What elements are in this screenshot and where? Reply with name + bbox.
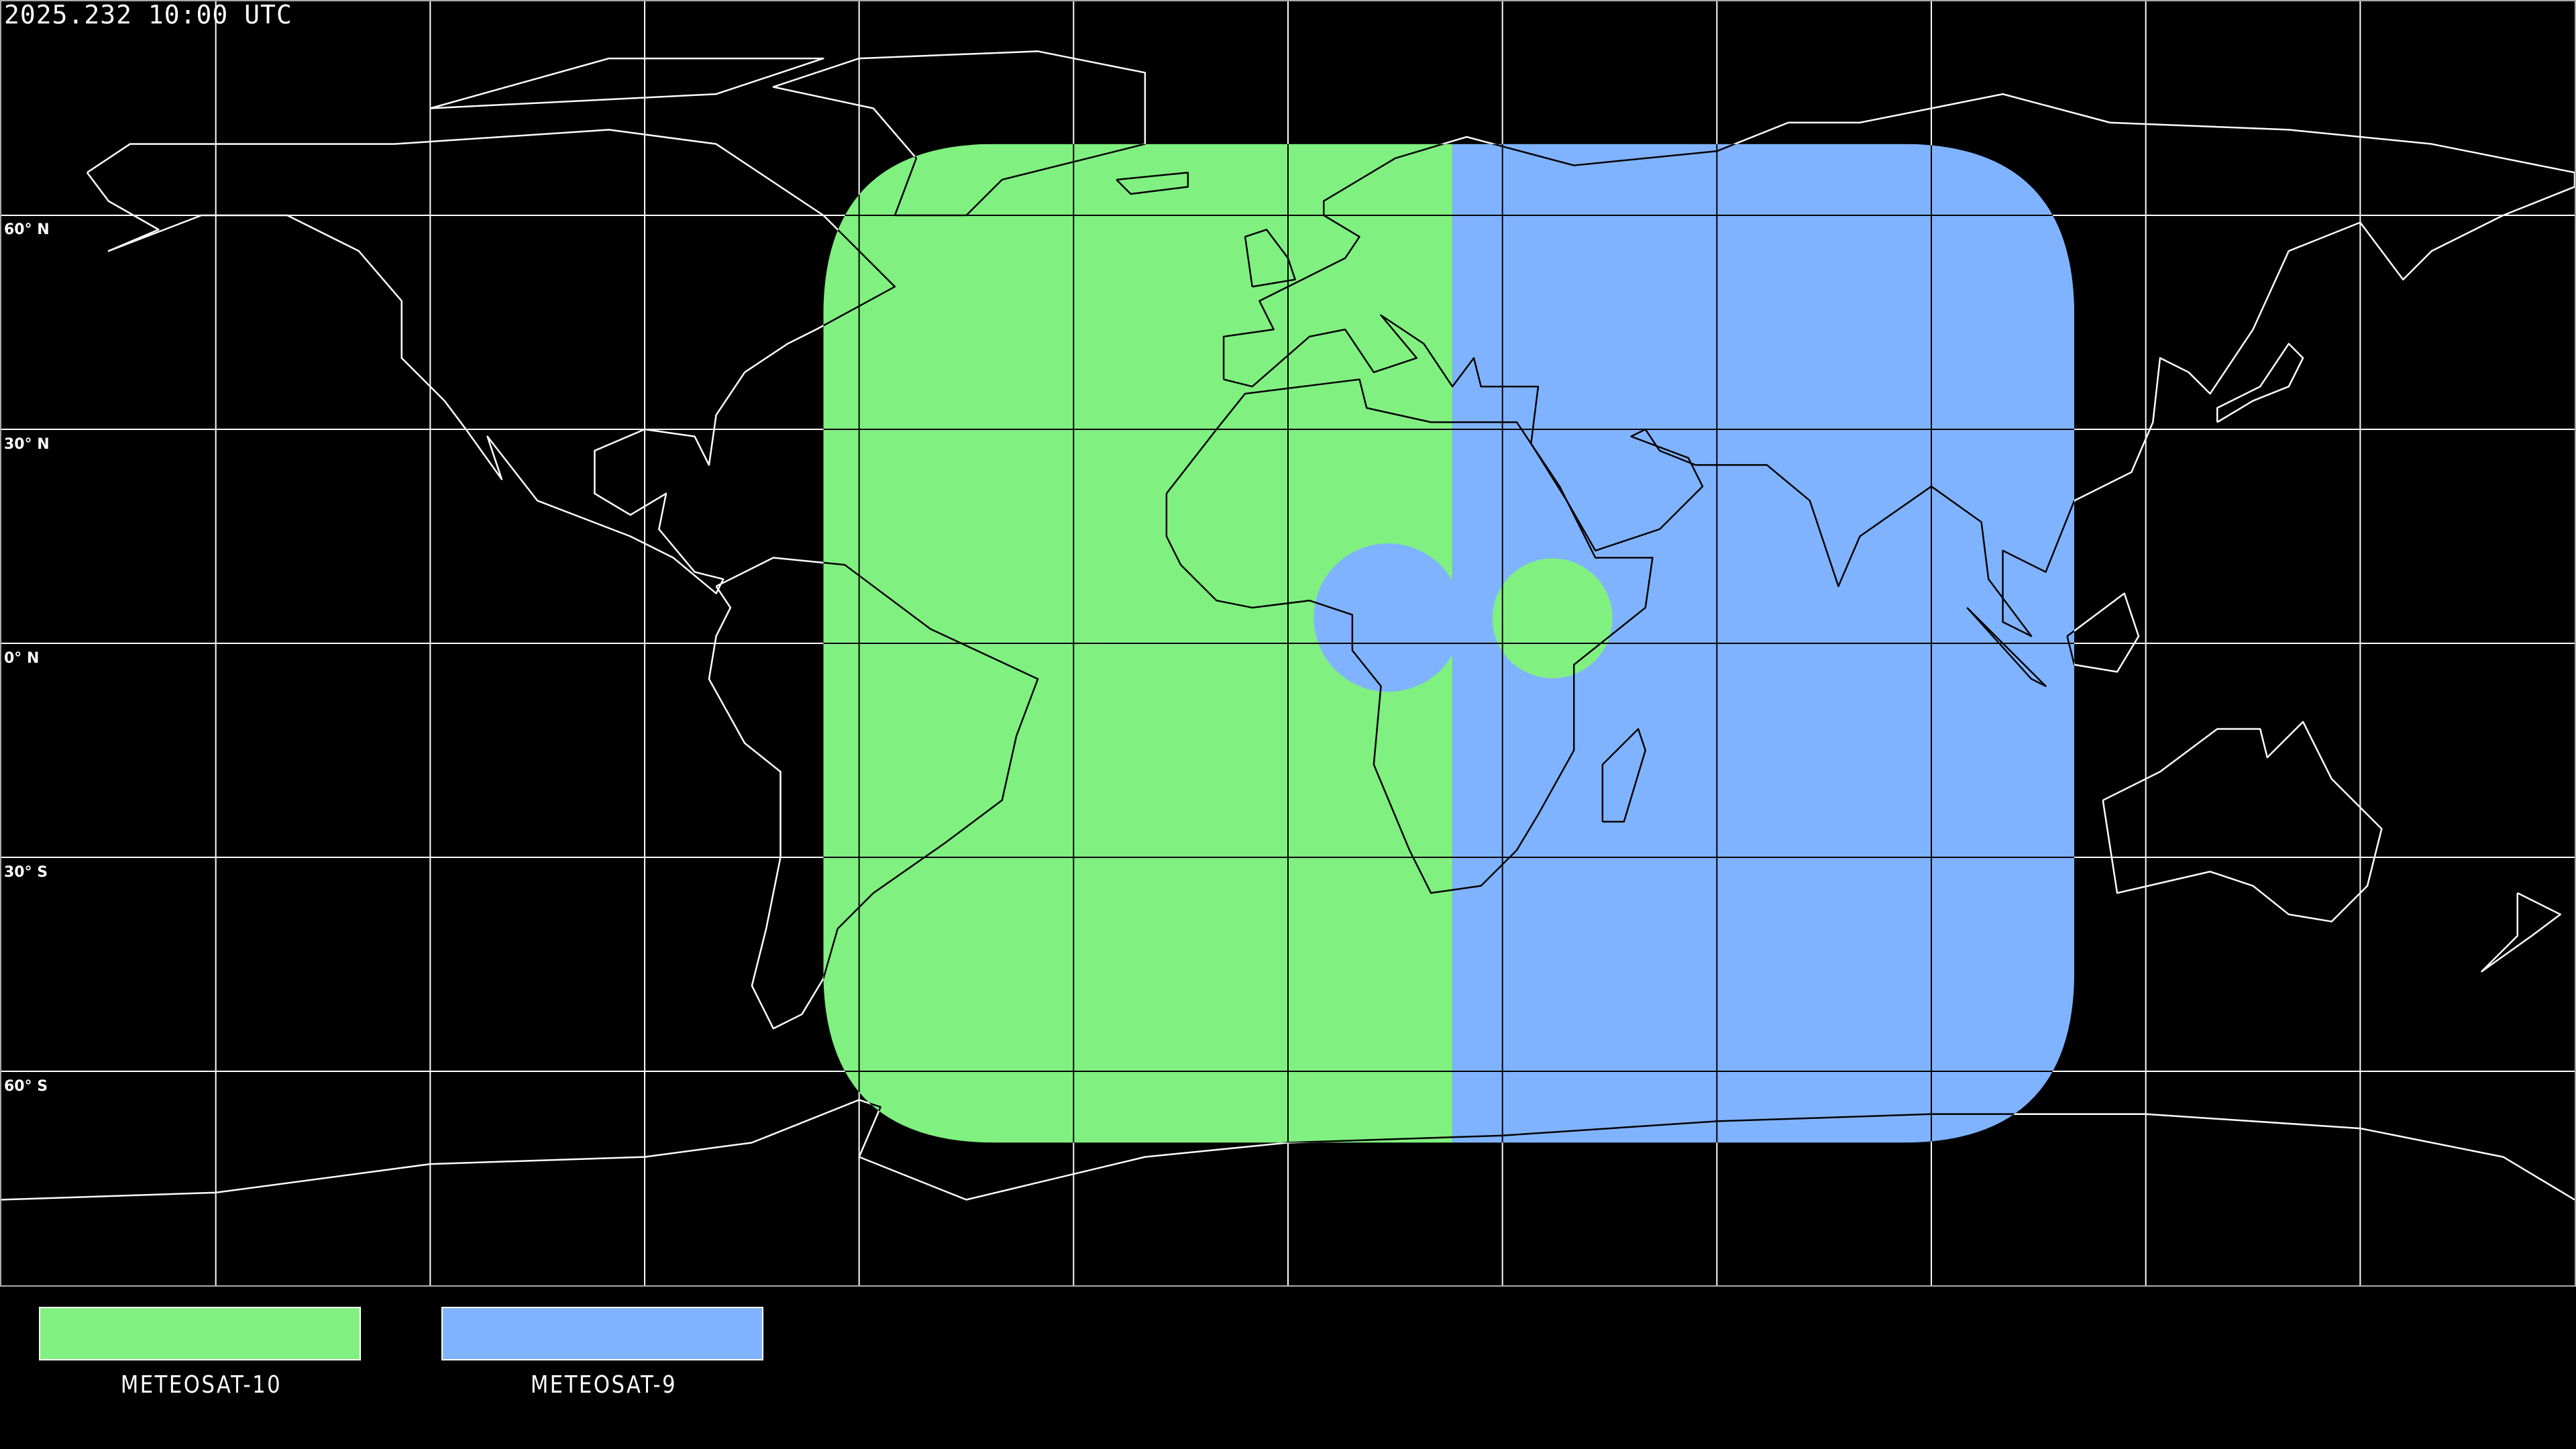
overlap-circle-meteosat-9 <box>1313 543 1462 692</box>
coastline-greenland <box>773 51 1145 215</box>
lat-label-0n: 0° N <box>4 650 40 667</box>
coverage-map <box>0 0 2576 1287</box>
coastline-new-zealand <box>2481 893 2560 971</box>
coastline-borneo <box>2067 594 2139 672</box>
coastline-britain <box>1245 229 1295 286</box>
map-canvas <box>1 1 2575 1285</box>
legend-label: METEOSAT-9 <box>530 1371 678 1399</box>
lat-label-30n: 30° N <box>4 436 50 453</box>
coastline-borneo <box>2067 594 2139 672</box>
coastline-madagascar <box>1603 729 1646 822</box>
coastlines-over-coverage <box>1 1 2575 1285</box>
coastline-eurasia <box>1224 94 2575 636</box>
legend-label: METEOSAT-10 <box>120 1371 282 1399</box>
coastline-japan <box>2217 343 2303 422</box>
coastline-arctic-islands <box>430 58 823 108</box>
coastline-iceland <box>1116 172 1188 194</box>
coastline-sumatra <box>1967 608 2045 686</box>
coastline-south-america <box>709 557 1038 1028</box>
lat-label-60s: 60° S <box>4 1078 48 1095</box>
legend-swatch <box>39 1307 361 1360</box>
legend-item-meteosat-10: METEOSAT-10 <box>39 1307 364 1399</box>
overlap-circle-meteosat-10 <box>1492 558 1613 679</box>
coastline-arctic-islands <box>430 58 823 108</box>
lat-label-30s: 30° S <box>4 864 48 881</box>
coastline-africa <box>1167 380 1653 894</box>
lat-label-60n: 60° N <box>4 221 50 238</box>
coastline-north-america <box>87 129 895 593</box>
legend-swatch <box>441 1307 763 1360</box>
coastline-antarctica <box>1 1100 2575 1200</box>
legend-item-meteosat-9: METEOSAT-9 <box>441 1307 766 1399</box>
coastline-australia <box>2103 722 2382 922</box>
timestamp: 2025.232 10:00 UTC <box>4 0 292 30</box>
coastline-australia <box>2103 722 2382 922</box>
coastline-north-america <box>87 129 895 593</box>
